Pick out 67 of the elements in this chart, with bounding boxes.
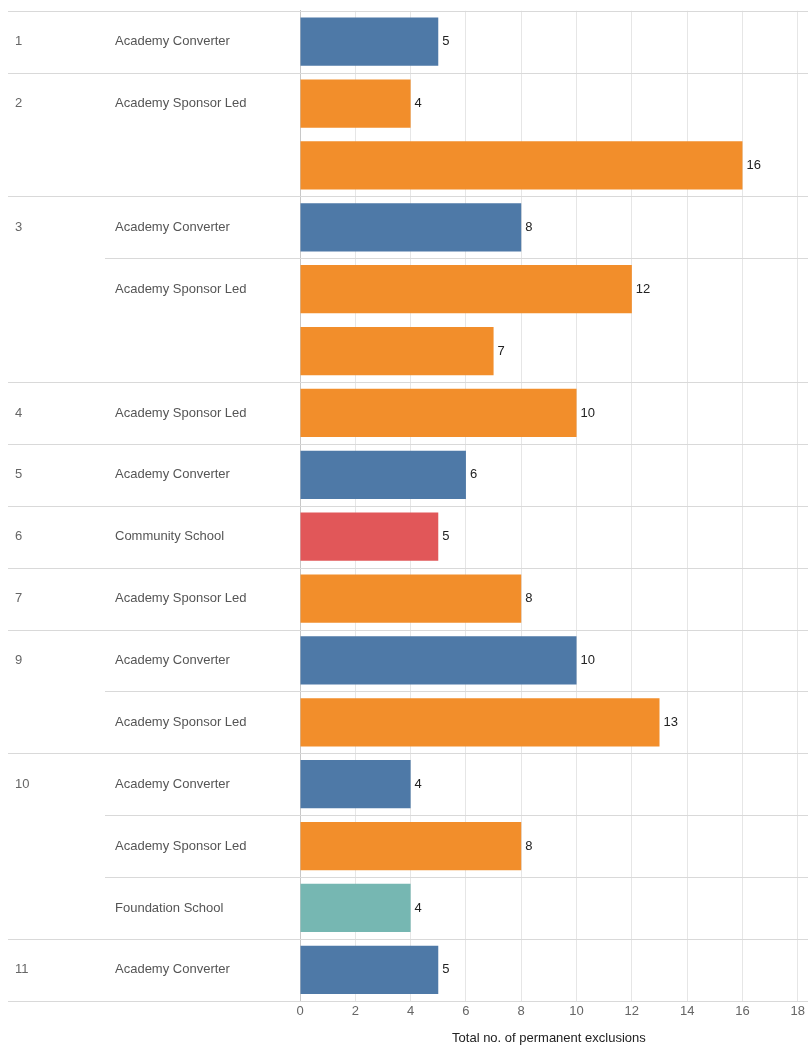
bar — [300, 326, 494, 376]
bar — [300, 821, 522, 871]
data-label: 8 — [525, 837, 533, 853]
bar — [300, 574, 522, 623]
y-tick-label: Academy Sponsor Led — [115, 404, 247, 420]
bar — [300, 17, 439, 66]
data-label: 5 — [442, 961, 450, 977]
x-tick-label: 8 — [517, 1003, 525, 1019]
data-label: 12 — [635, 280, 651, 296]
bar — [300, 79, 411, 128]
data-label: 10 — [580, 404, 596, 420]
y-tick-label: Academy Converter — [115, 218, 231, 234]
text: 11 — [15, 961, 29, 977]
x-tick-label: 10 — [569, 1003, 584, 1019]
x-tick-label: 16 — [735, 1003, 750, 1019]
y-tick-label: Academy Sponsor Led — [115, 837, 247, 853]
y-tick-label: Academy Sponsor Led — [115, 280, 247, 296]
y-tick-label: Academy Converter — [115, 652, 231, 668]
data-label: 10 — [580, 652, 596, 668]
y-tick-label: Academy Converter — [115, 466, 231, 482]
y-tick-label: Academy Converter — [115, 775, 231, 791]
x-tick-label: 0 — [296, 1003, 304, 1019]
y-tick-label: Academy Converter — [115, 33, 231, 49]
text: 2 — [15, 95, 23, 111]
bar — [300, 883, 411, 933]
data-label: 4 — [414, 95, 422, 111]
y-tick-label: Community School — [115, 528, 225, 544]
data-label: 6 — [469, 466, 478, 482]
bar — [300, 698, 660, 747]
data-label: 7 — [497, 342, 505, 358]
data-label: 4 — [414, 775, 422, 791]
y-tick-label: Academy Sponsor Led — [115, 95, 247, 111]
data-label: 8 — [525, 590, 533, 606]
x-tick-label: 18 — [790, 1003, 805, 1019]
bar — [300, 636, 577, 685]
data-label: 5 — [442, 33, 450, 49]
text: 3 — [15, 218, 23, 234]
bar — [300, 450, 466, 499]
x-tick-label: 12 — [624, 1003, 640, 1019]
x-axis-title: Total no. of permanent exclusions — [452, 1029, 647, 1045]
data-label: 8 — [525, 218, 533, 234]
bar — [300, 760, 411, 809]
data-label: 13 — [663, 713, 678, 729]
bar — [300, 512, 439, 561]
y-tick-label: Foundation School — [115, 899, 224, 915]
text: 9 — [15, 652, 23, 668]
bar — [300, 203, 522, 252]
text: 1 — [15, 33, 23, 49]
text: 5 — [15, 466, 23, 482]
x-tick-label: 14 — [679, 1003, 695, 1019]
text: 10 — [15, 775, 30, 791]
data-label: 4 — [414, 899, 422, 915]
bar — [300, 265, 632, 314]
y-tick-label: Academy Sponsor Led — [115, 590, 247, 606]
x-tick-label: 2 — [351, 1003, 359, 1019]
text: 4 — [15, 404, 23, 420]
text: 7 — [15, 590, 23, 606]
bar — [300, 141, 743, 190]
text: 6 — [15, 528, 23, 544]
bar — [300, 945, 439, 994]
y-tick-label: Academy Converter — [115, 961, 231, 977]
data-label: 5 — [442, 528, 450, 544]
x-tick-label: 4 — [407, 1003, 415, 1019]
x-tick-label: 6 — [462, 1003, 470, 1019]
bar — [300, 388, 577, 438]
data-label: 16 — [746, 157, 761, 173]
y-tick-label: Academy Sponsor Led — [115, 713, 247, 729]
